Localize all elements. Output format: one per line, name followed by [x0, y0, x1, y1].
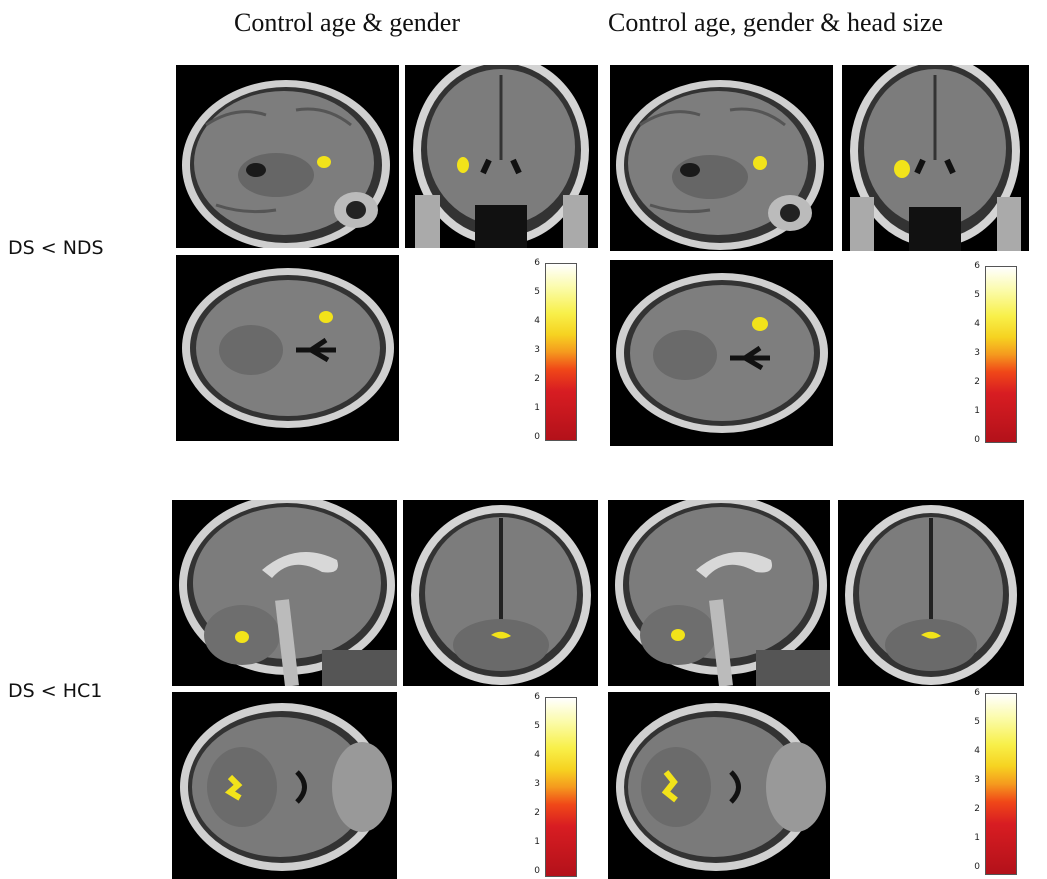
activation-blob [235, 631, 249, 643]
activation-blob [921, 631, 941, 639]
brain-coronal-panel-r2c1 [403, 500, 598, 686]
colorbar-tick: 4 [534, 316, 540, 326]
brain-axial-panel-r2c1 [172, 692, 397, 879]
activation-blob [457, 157, 469, 173]
brain-coronal-panel-r1c1 [405, 65, 598, 248]
brain-coronal-panel-r1c2 [842, 65, 1029, 251]
colorbar-tick: 3 [974, 348, 980, 358]
brain-axial-panel-r1c1 [176, 255, 399, 441]
colorbar-r1c2 [985, 266, 1017, 443]
colorbar-tick: 3 [534, 345, 540, 355]
colorbar-tick: 1 [534, 837, 540, 847]
brain-sagittal-image [179, 500, 397, 686]
colorbar-tick: 5 [534, 721, 540, 731]
brain-sagittal-panel-r1c1 [176, 65, 399, 248]
colorbar-tick: 4 [974, 319, 980, 329]
colorbar-tick: 6 [534, 258, 540, 268]
row-label-ds-nds: DS < NDS [8, 237, 104, 259]
brain-axial-image [180, 703, 392, 871]
activation-blob [317, 156, 331, 168]
brain-sagittal-image [182, 80, 390, 248]
colorbar-tick: 0 [974, 862, 980, 872]
colorbar-tick: 3 [534, 779, 540, 789]
colorbar-tick: 6 [974, 261, 980, 271]
column-header-2: Control age, gender & head size [608, 8, 943, 37]
colorbar-tick: 1 [974, 406, 980, 416]
colorbar-tick: 1 [534, 403, 540, 413]
brain-sagittal-image [616, 80, 824, 250]
brain-axial-panel-r1c2 [610, 260, 833, 446]
activation-blob [491, 631, 511, 639]
colorbar-tick: 2 [974, 377, 980, 387]
colorbar-r2c1 [545, 697, 577, 877]
activation-blob [661, 770, 678, 803]
colorbar-tick: 2 [534, 808, 540, 818]
colorbar-tick: 4 [974, 746, 980, 756]
brain-coronal-panel-r2c2 [838, 500, 1024, 686]
activation-blob [753, 156, 767, 170]
brain-axial-image [616, 703, 826, 871]
colorbar-tick: 6 [534, 692, 540, 702]
colorbar-r2c2 [985, 693, 1017, 875]
colorbar-tick: 5 [534, 287, 540, 297]
colorbar-tick: 6 [974, 688, 980, 698]
colorbar-tick: 2 [534, 374, 540, 384]
brain-axial-image [616, 273, 828, 433]
brain-coronal-image [411, 505, 591, 685]
brain-sagittal-panel-r1c2 [610, 65, 833, 251]
brain-coronal-image [845, 505, 1017, 685]
colorbar-r1c1 [545, 263, 577, 441]
colorbar-tick: 5 [974, 717, 980, 727]
colorbar-tick: 0 [974, 435, 980, 445]
brain-sagittal-panel-r2c1 [172, 500, 397, 686]
brain-coronal-image [850, 65, 1021, 251]
colorbar-tick: 2 [974, 804, 980, 814]
colorbar-tick: 0 [534, 432, 540, 442]
brain-sagittal-panel-r2c2 [608, 500, 830, 686]
brain-axial-panel-r2c2 [608, 692, 830, 879]
colorbar-tick: 0 [534, 866, 540, 876]
activation-blob [224, 774, 243, 801]
brain-sagittal-image [615, 500, 830, 686]
activation-blob [752, 317, 768, 331]
activation-blob [894, 160, 910, 178]
colorbar-tick: 5 [974, 290, 980, 300]
brain-coronal-image [413, 65, 589, 248]
colorbar-tick: 1 [974, 833, 980, 843]
brain-axial-image [182, 268, 394, 428]
row-label-ds-hc1: DS < HC1 [8, 680, 103, 702]
activation-blob [671, 629, 685, 641]
activation-blob [319, 311, 333, 323]
colorbar-tick: 4 [534, 750, 540, 760]
colorbar-tick: 3 [974, 775, 980, 785]
column-header-1: Control age & gender [234, 8, 460, 37]
